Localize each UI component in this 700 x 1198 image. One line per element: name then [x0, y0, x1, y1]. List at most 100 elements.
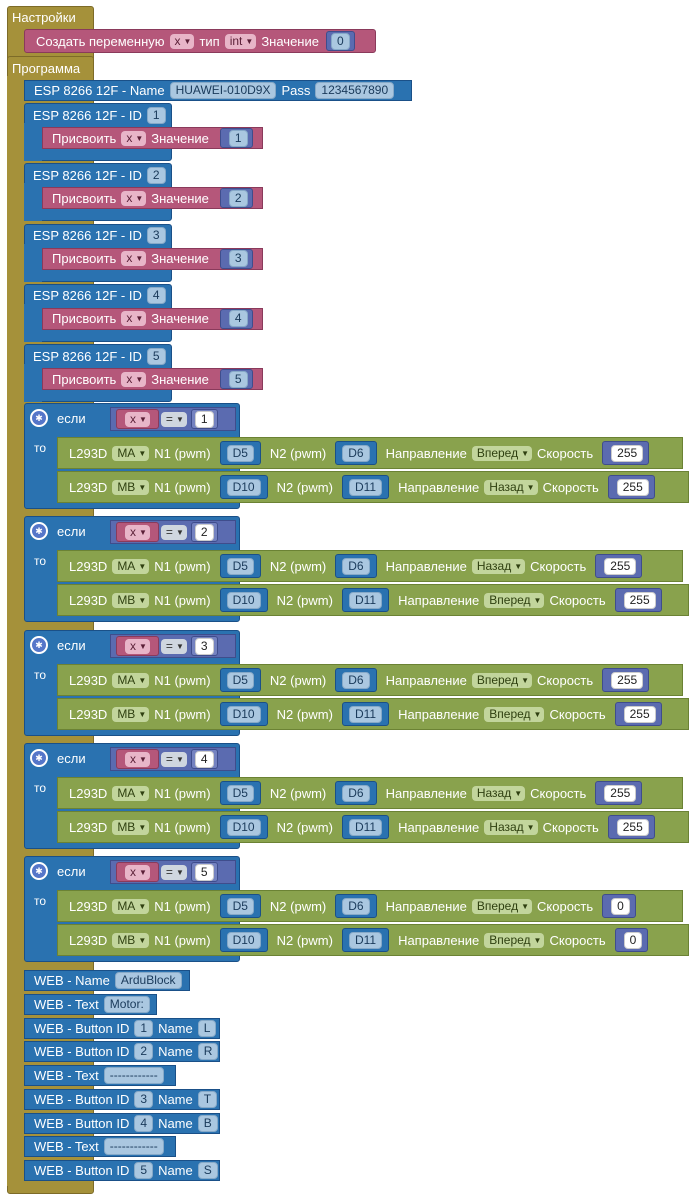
- assign-value-field[interactable]: 1: [228, 129, 248, 147]
- assign-variable-dropdown[interactable]: x ▼: [121, 311, 147, 327]
- n2-pin-field[interactable]: D11: [348, 591, 383, 609]
- compare-variable-block[interactable]: x ▼: [116, 749, 159, 769]
- n2-pin-field[interactable]: D6: [342, 444, 370, 462]
- n2-pin-field[interactable]: D11: [348, 931, 383, 949]
- n2-pin-field[interactable]: D11: [348, 478, 383, 496]
- n2-pin-block[interactable]: D11: [341, 475, 390, 499]
- web-button-id-field[interactable]: 4: [134, 1114, 154, 1132]
- web-button-name-field[interactable]: L: [197, 1019, 217, 1037]
- operator-dropdown[interactable]: = ▼: [160, 864, 187, 880]
- gear-icon[interactable]: ✱: [30, 749, 48, 767]
- esp-id-field[interactable]: 5: [146, 347, 166, 365]
- esp-name-block[interactable]: ESP 8266 12F - Name HUAWEI-010D9X Pass 1…: [24, 80, 412, 101]
- motor-block[interactable]: L293D MA ▼ N1 (pwm) D5 N2 (pwm) D6 Направ…: [57, 664, 683, 696]
- compare-value-field[interactable]: 2: [194, 523, 214, 541]
- n2-pin-field[interactable]: D6: [342, 897, 370, 915]
- motor-block[interactable]: L293D MA ▼ N1 (pwm) D5 N2 (pwm) D6 Направ…: [57, 777, 683, 809]
- motor-dropdown[interactable]: MA ▼: [112, 445, 150, 461]
- operator-dropdown[interactable]: = ▼: [160, 411, 187, 427]
- web-button-id-field[interactable]: 2: [134, 1043, 154, 1061]
- direction-dropdown[interactable]: Вперед ▼: [484, 706, 545, 722]
- value-field[interactable]: 0: [330, 32, 350, 50]
- direction-dropdown[interactable]: Вперед ▼: [471, 445, 533, 461]
- direction-dropdown[interactable]: Вперед ▼: [471, 672, 533, 688]
- n2-pin-block[interactable]: D11: [341, 702, 390, 726]
- web-text-block[interactable]: WEB - Text ------------: [24, 1065, 176, 1086]
- compare-variable-block[interactable]: x ▼: [116, 862, 159, 882]
- compare-block[interactable]: x ▼ = ▼ 1: [110, 407, 236, 431]
- speed-block[interactable]: 255: [607, 475, 655, 499]
- compare-variable-block[interactable]: x ▼: [116, 522, 159, 542]
- n1-pin-block[interactable]: D5: [219, 668, 261, 692]
- operator-dropdown[interactable]: = ▼: [160, 524, 187, 540]
- wifi-pass-field[interactable]: 1234567890: [315, 82, 395, 99]
- web-button-name-field[interactable]: R: [197, 1043, 219, 1061]
- assign-value-block[interactable]: 3: [219, 248, 253, 269]
- n1-pin-field[interactable]: D5: [226, 897, 254, 915]
- speed-field[interactable]: 255: [616, 818, 649, 836]
- n1-pin-block[interactable]: D10: [219, 815, 268, 839]
- assign-variable-dropdown[interactable]: x ▼: [121, 251, 147, 266]
- speed-field[interactable]: 0: [623, 931, 643, 949]
- motor-dropdown[interactable]: MA ▼: [112, 558, 150, 574]
- speed-field[interactable]: 255: [611, 671, 644, 689]
- assign-value-block[interactable]: 1: [219, 128, 253, 148]
- speed-block[interactable]: 255: [614, 588, 662, 612]
- compare-value-block[interactable]: 1: [190, 409, 218, 429]
- speed-field[interactable]: 255: [623, 705, 656, 723]
- motor-block[interactable]: L293D MB ▼ N1 (pwm) D10 N2 (pwm) D11 Напр…: [57, 811, 689, 843]
- motor-block[interactable]: L293D MA ▼ N1 (pwm) D5 N2 (pwm) D6 Направ…: [57, 890, 683, 922]
- motor-dropdown[interactable]: MB ▼: [112, 932, 150, 948]
- speed-field[interactable]: 255: [623, 591, 656, 609]
- motor-block[interactable]: L293D MB ▼ N1 (pwm) D10 N2 (pwm) D11 Напр…: [57, 471, 689, 503]
- web-button-id-field[interactable]: 1: [134, 1019, 154, 1037]
- n1-pin-field[interactable]: D10: [226, 705, 261, 723]
- assign-block[interactable]: Присвоить x ▼ Значение 3: [42, 247, 263, 270]
- esp-id-field[interactable]: 3: [146, 227, 166, 244]
- motor-dropdown[interactable]: MB ▼: [112, 592, 150, 608]
- web-button-block[interactable]: WEB - Button ID 4 Name B: [24, 1112, 220, 1134]
- motor-dropdown[interactable]: MB ▼: [112, 479, 150, 495]
- web-name-block[interactable]: WEB - Name ArduBlock: [24, 970, 190, 991]
- n2-pin-block[interactable]: D11: [341, 588, 390, 612]
- n2-pin-field[interactable]: D11: [348, 818, 383, 836]
- motor-dropdown[interactable]: MA ▼: [112, 672, 150, 688]
- speed-block[interactable]: 255: [602, 441, 650, 465]
- value-block[interactable]: 0: [325, 31, 355, 51]
- compare-value-field[interactable]: 4: [194, 750, 214, 768]
- n2-pin-block[interactable]: D11: [341, 815, 390, 839]
- gear-icon[interactable]: ✱: [30, 636, 48, 654]
- n1-pin-block[interactable]: D5: [219, 554, 261, 578]
- n1-pin-field[interactable]: D10: [226, 818, 261, 836]
- direction-dropdown[interactable]: Вперед ▼: [484, 932, 545, 948]
- web-text-field[interactable]: ------------: [103, 1067, 164, 1084]
- compare-value-block[interactable]: 4: [190, 749, 218, 769]
- speed-block[interactable]: 0: [602, 894, 636, 918]
- n1-pin-block[interactable]: D5: [219, 781, 261, 805]
- variable-dropdown[interactable]: x ▼: [169, 33, 195, 49]
- compare-variable-dropdown[interactable]: x ▼: [125, 864, 150, 880]
- motor-block[interactable]: L293D MB ▼ N1 (pwm) D10 N2 (pwm) D11 Напр…: [57, 584, 689, 616]
- assign-block[interactable]: Присвоить x ▼ Значение 4: [42, 307, 263, 330]
- n1-pin-block[interactable]: D10: [219, 475, 268, 499]
- gear-icon[interactable]: ✱: [30, 409, 48, 427]
- speed-block[interactable]: 255: [607, 815, 655, 839]
- compare-value-field[interactable]: 3: [194, 637, 214, 655]
- esp-id-field[interactable]: 4: [146, 287, 166, 305]
- n1-pin-field[interactable]: D10: [226, 478, 261, 496]
- speed-block[interactable]: 255: [614, 702, 662, 726]
- assign-block[interactable]: Присвоить x ▼ Значение 5: [42, 368, 263, 390]
- n2-pin-block[interactable]: D11: [341, 928, 390, 952]
- direction-dropdown[interactable]: Вперед ▼: [484, 592, 545, 608]
- web-name-field[interactable]: ArduBlock: [114, 972, 182, 989]
- compare-variable-dropdown[interactable]: x ▼: [125, 411, 150, 427]
- esp-id-field[interactable]: 2: [146, 166, 166, 184]
- n2-pin-block[interactable]: D6: [335, 554, 377, 578]
- n1-pin-field[interactable]: D10: [226, 591, 261, 609]
- speed-block[interactable]: 255: [602, 668, 650, 692]
- compare-variable-dropdown[interactable]: x ▼: [125, 638, 150, 654]
- web-button-name-field[interactable]: T: [197, 1090, 218, 1108]
- speed-block[interactable]: 0: [614, 928, 649, 952]
- motor-block[interactable]: L293D MA ▼ N1 (pwm) D5 N2 (pwm) D6 Направ…: [57, 437, 683, 469]
- n2-pin-field[interactable]: D6: [342, 784, 370, 802]
